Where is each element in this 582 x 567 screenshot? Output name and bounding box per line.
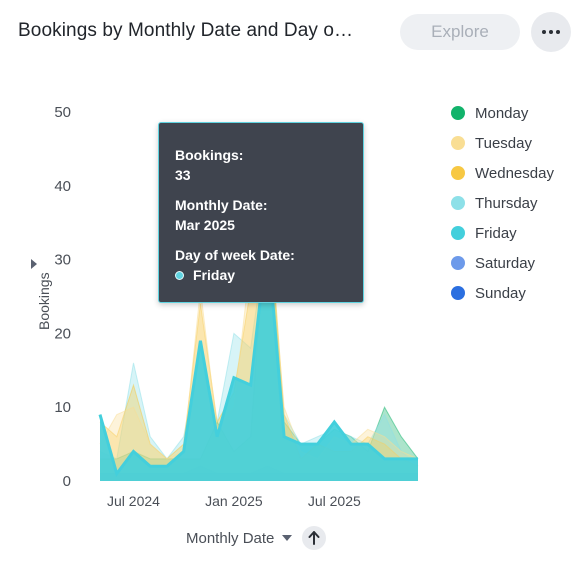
- y-tick-label: 10: [54, 399, 71, 416]
- card-header: Bookings by Monthly Date and Day o… Expl…: [18, 12, 572, 54]
- x-tick-labels: Jul 2024 Jan 2025 Jul 2025: [107, 493, 361, 509]
- chart-legend: Monday Tuesday Wednesday Thursday Friday Satu…: [451, 98, 554, 308]
- legend-swatch: [451, 226, 465, 240]
- legend-swatch: [451, 136, 465, 150]
- x-tick-label: Jul 2025: [308, 493, 361, 509]
- legend-item-wednesday[interactable]: Wednesday: [451, 158, 554, 188]
- legend-label: Thursday: [475, 194, 538, 212]
- x-tick-label: Jul 2024: [107, 493, 160, 509]
- y-tick-labels: 0 10 20 30 40 50: [54, 104, 71, 490]
- legend-label: Saturday: [475, 254, 536, 272]
- y-axis-sort-icon[interactable]: [31, 259, 37, 269]
- legend-label: Sunday: [475, 284, 526, 302]
- explore-button[interactable]: Explore: [400, 14, 520, 50]
- tooltip-bookings-label: Bookings:: [175, 147, 244, 163]
- y-tick-label: 0: [63, 473, 71, 490]
- chart-title: Bookings by Monthly Date and Day o…: [18, 20, 354, 41]
- legend-item-tuesday[interactable]: Tuesday: [451, 128, 554, 158]
- legend-swatch: [451, 106, 465, 120]
- legend-label: Friday: [475, 224, 517, 242]
- tooltip-day-value: Friday: [193, 267, 236, 283]
- chart-tooltip: Bookings: 33 Monthly Date: Mar 2025 Day …: [158, 122, 364, 303]
- tooltip-date-label: Monthly Date:: [175, 197, 268, 213]
- tooltip-date-value: Mar 2025: [175, 217, 235, 233]
- legend-label: Wednesday: [475, 164, 554, 182]
- legend-item-friday[interactable]: Friday: [451, 218, 554, 248]
- y-tick-label: 20: [54, 325, 71, 342]
- legend-item-monday[interactable]: Monday: [451, 98, 554, 128]
- tooltip-bookings-value: 33: [175, 167, 191, 183]
- tooltip-day-row: Friday: [175, 265, 347, 285]
- chart-plot[interactable]: 0 10 20 30 40 50 Jul 2024 Jan 2025 Jul 2025: [0, 60, 582, 567]
- legend-swatch: [451, 256, 465, 270]
- tooltip-day-label: Day of week Date:: [175, 247, 295, 263]
- x-axis-control[interactable]: Monthly Date: [186, 526, 327, 550]
- area-friday: [100, 237, 418, 481]
- legend-item-saturday[interactable]: Saturday: [451, 248, 554, 278]
- y-tick-label: 30: [54, 252, 71, 269]
- more-horizontal-icon: [541, 30, 562, 34]
- arrow-up-icon: [308, 531, 320, 545]
- chevron-down-icon[interactable]: [282, 535, 293, 541]
- y-axis-title[interactable]: Bookings: [36, 272, 52, 330]
- x-tick-label: Jan 2025: [205, 493, 263, 509]
- series-friday: [98, 237, 418, 481]
- more-options-button[interactable]: [531, 12, 571, 52]
- legend-swatch: [451, 286, 465, 300]
- legend-label: Tuesday: [475, 134, 532, 152]
- legend-swatch: [451, 166, 465, 180]
- x-axis-title[interactable]: Monthly Date: [186, 529, 275, 547]
- tooltip-series-dot: [175, 270, 184, 280]
- series-areas: [98, 185, 419, 482]
- legend-label: Monday: [475, 104, 529, 122]
- legend-item-thursday[interactable]: Thursday: [451, 188, 554, 218]
- legend-item-sunday[interactable]: Sunday: [451, 278, 554, 308]
- y-tick-label: 40: [54, 178, 71, 195]
- sort-ascending-button[interactable]: [302, 526, 327, 550]
- line-friday: [98, 237, 418, 477]
- y-tick-label: 50: [54, 104, 71, 121]
- legend-swatch: [451, 196, 465, 210]
